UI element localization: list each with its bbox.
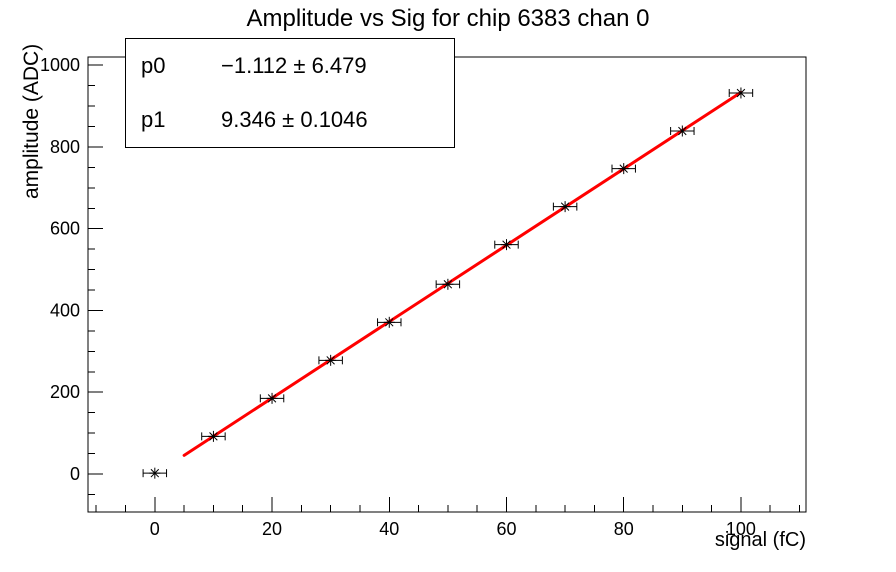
data-point [377,316,402,328]
x-tick-label: 40 [379,519,399,539]
data-point [670,125,695,137]
marker-stroke [678,126,687,136]
y-tick-label: 200 [50,382,80,402]
stats-param-value: −1.112 ± 6.479 [221,53,367,78]
y-tick-label: 400 [50,300,80,320]
x-tick-label: 100 [726,519,756,539]
fit-line [182,90,743,457]
fit-stats-box: p0 −1.112 ± 6.479 p1 9.346 ± 0.1046 [125,38,455,148]
stats-row-p0: p0 −1.112 ± 6.479 [126,39,454,93]
y-tick-label: 1000 [40,55,80,75]
data-point [318,354,343,366]
data-point [142,467,168,479]
marker-stroke [619,164,628,173]
data-point [201,430,226,442]
marker-stroke [736,88,746,98]
marker-stroke [502,240,511,249]
x-axis-title: signal (fC) [714,529,806,551]
x-tick-label: 60 [496,519,516,539]
marker-stroke [209,432,218,441]
y-tick-label: 600 [50,219,80,239]
data-point [494,239,519,251]
marker-stroke [385,318,394,327]
data-point [435,278,461,290]
x-tick-label: 80 [614,519,634,539]
stats-row-p1: p1 9.346 ± 0.1046 [126,93,454,147]
stats-param-name: p1 [141,107,166,132]
data-point [259,392,285,404]
stats-param-value: 9.346 ± 0.1046 [221,107,368,132]
y-tick-label: 0 [70,464,80,484]
y-axis-title: amplitude (ADC) [20,43,43,199]
marker-stroke [150,468,160,478]
marker-stroke [560,202,570,211]
x-tick-label: 20 [262,519,282,539]
stats-param-name: p0 [141,53,166,78]
x-tick-label: 0 [150,519,160,539]
y-tick-label: 800 [50,137,80,157]
data-point [611,163,636,175]
data-point [552,201,578,213]
marker-stroke [326,356,335,365]
marker-stroke [443,280,453,289]
marker-stroke [267,394,277,403]
chart-title: Amplitude vs Sig for chip 6383 chan 0 [246,5,650,32]
data-point [728,87,754,99]
